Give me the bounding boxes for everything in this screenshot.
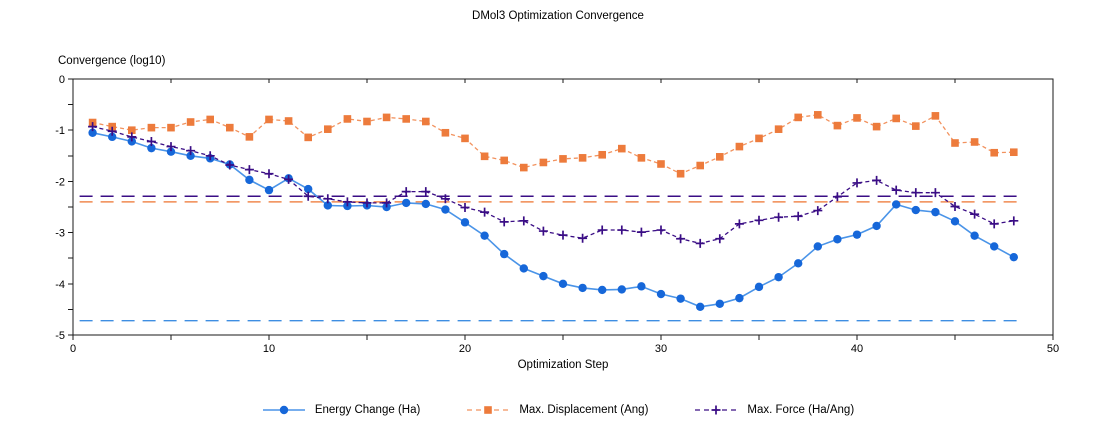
max-displacement-markers [88, 111, 1018, 178]
y-tick-label--2: -2 [55, 176, 65, 188]
y-axis-caption: Convergence (log10) [58, 55, 166, 67]
x-axis-ticks [72, 79, 1054, 340]
x-tick-label-0: 0 [70, 343, 76, 355]
y-tick-label--5: -5 [55, 330, 65, 342]
x-tick-label-10: 10 [263, 343, 275, 355]
legend-label-max-force: Max. Force (Ha/Ang) [747, 404, 855, 416]
convergence-threshold-lines [79, 195, 1018, 322]
y-tick-label--1: -1 [55, 125, 65, 137]
legend-item-energy-change: Energy Change (Ha) [262, 403, 420, 417]
legend-item-max-force: Max. Force (Ha/Ang) [694, 403, 854, 417]
x-tick-label-20: 20 [459, 343, 471, 355]
legend-item-max-displacement: Max. Displacement (Ang) [466, 403, 648, 417]
y-axis-ticks [68, 78, 73, 336]
x-tick-label-50: 50 [1047, 343, 1059, 355]
y-tick-label--3: -3 [55, 228, 65, 240]
y-axis-tick-labels: 0 -1 -2 -3 -4 -5 [55, 74, 65, 342]
x-axis-label: Optimization Step [517, 359, 609, 371]
max-force-markers [88, 122, 1019, 248]
legend-label-max-displacement: Max. Displacement (Ang) [519, 404, 649, 416]
x-tick-label-40: 40 [851, 343, 863, 355]
energy-change-markers [88, 128, 1018, 312]
y-tick-label--4: -4 [55, 279, 65, 291]
energy-change-series [92, 132, 1015, 308]
chart-title: DMol3 Optimization Convergence [472, 10, 644, 22]
y-tick-label-0: 0 [59, 74, 65, 86]
legend: Energy Change (Ha) Max. Displacement (Ang… [0, 403, 1116, 417]
max-displacement-legend-sample-icon [467, 406, 510, 414]
x-axis-tick-labels: 0 10 20 30 40 50 [70, 343, 1059, 355]
energy-change-legend-sample-icon [262, 405, 305, 415]
max-force-legend-sample-icon [695, 405, 738, 415]
legend-label-energy-change: Energy Change (Ha) [314, 404, 421, 416]
x-tick-label-30: 30 [655, 343, 667, 355]
